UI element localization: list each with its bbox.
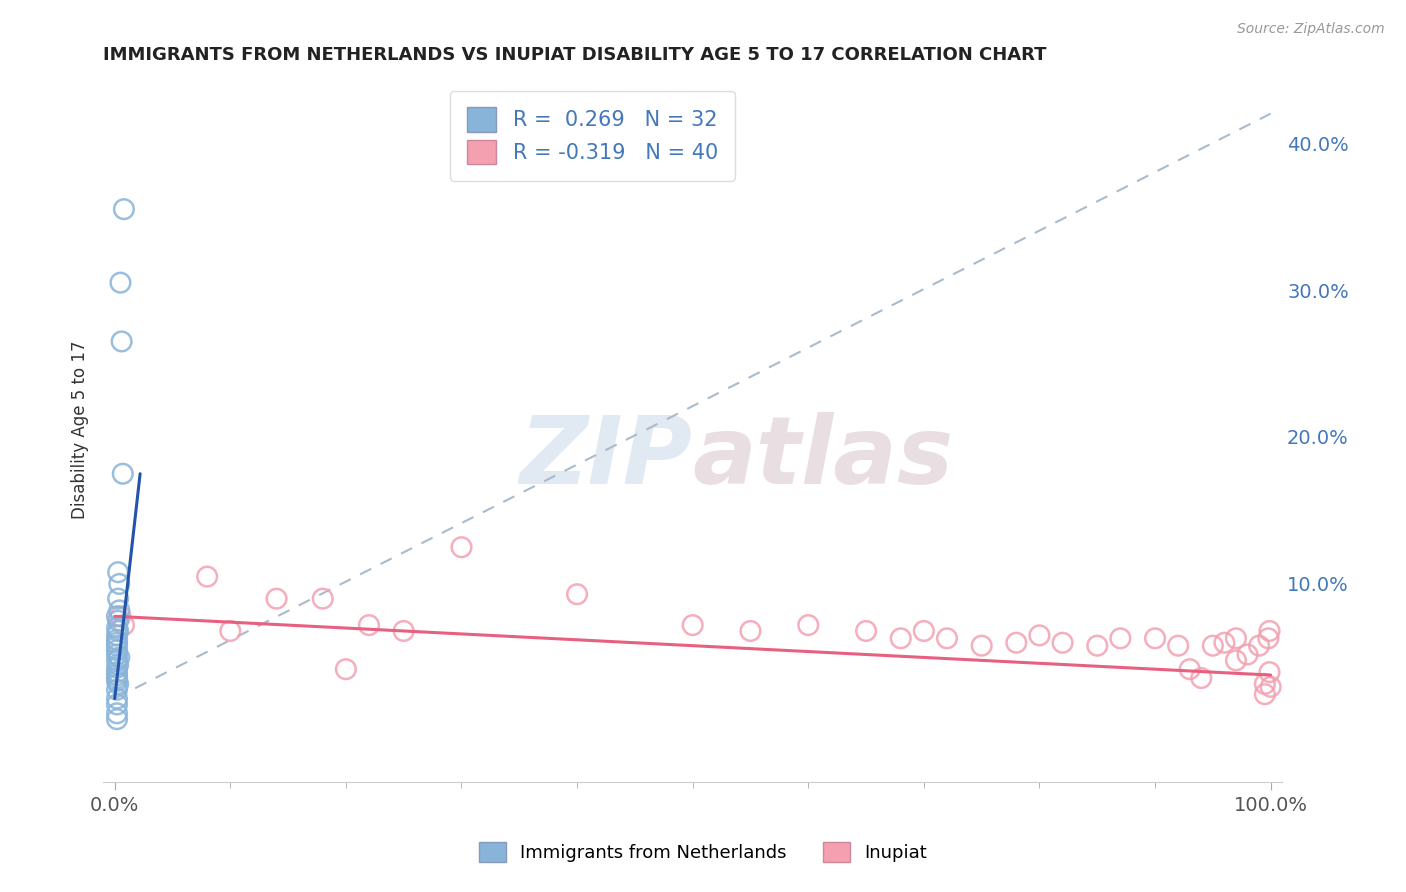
Point <box>936 632 959 646</box>
Point <box>970 639 993 653</box>
Point <box>107 565 129 579</box>
Point <box>392 624 415 638</box>
Point <box>105 712 128 726</box>
Point <box>110 609 132 624</box>
Legend: Immigrants from Netherlands, Inupiat: Immigrants from Netherlands, Inupiat <box>471 834 935 870</box>
Point <box>107 614 129 628</box>
Point <box>105 632 128 647</box>
Point <box>219 624 242 638</box>
Point <box>912 624 935 638</box>
Point <box>105 698 128 712</box>
Point <box>1254 687 1277 701</box>
Point <box>1167 639 1189 653</box>
Point <box>1005 636 1028 650</box>
Point <box>335 662 357 676</box>
Point <box>105 682 128 697</box>
Point <box>110 276 132 290</box>
Legend: R =  0.269   N = 32, R = -0.319   N = 40: R = 0.269 N = 32, R = -0.319 N = 40 <box>450 91 735 180</box>
Point <box>107 677 129 691</box>
Point <box>1260 680 1282 694</box>
Point <box>111 467 134 481</box>
Point <box>1249 639 1271 653</box>
Point <box>1225 653 1247 667</box>
Point <box>1109 632 1132 646</box>
Point <box>1202 639 1225 653</box>
Point <box>740 624 762 638</box>
Point <box>195 569 218 583</box>
Point <box>105 639 128 653</box>
Point <box>105 665 128 680</box>
Point <box>105 661 128 675</box>
Point <box>1052 636 1074 650</box>
Point <box>108 603 131 617</box>
Point <box>1189 671 1212 685</box>
Point <box>1085 639 1108 653</box>
Point <box>105 628 128 642</box>
Point <box>266 591 288 606</box>
Point <box>105 609 128 624</box>
Point <box>108 650 131 665</box>
Point <box>1225 632 1247 646</box>
Point <box>105 643 128 657</box>
Point <box>1178 662 1201 676</box>
Point <box>105 648 128 662</box>
Point <box>107 591 129 606</box>
Point <box>107 624 129 638</box>
Point <box>1258 665 1281 680</box>
Point <box>1257 632 1279 646</box>
Point <box>112 202 135 216</box>
Point <box>682 618 704 632</box>
Text: atlas: atlas <box>693 412 953 504</box>
Point <box>1236 648 1258 662</box>
Point <box>105 706 128 721</box>
Point <box>1213 636 1236 650</box>
Point <box>312 591 335 606</box>
Point <box>105 653 128 667</box>
Point <box>1028 628 1050 642</box>
Point <box>1144 632 1167 646</box>
Point <box>107 657 129 672</box>
Point <box>450 540 472 554</box>
Point <box>105 668 128 682</box>
Point <box>890 632 912 646</box>
Text: Source: ZipAtlas.com: Source: ZipAtlas.com <box>1237 22 1385 37</box>
Text: ZIP: ZIP <box>520 412 693 504</box>
Point <box>111 334 134 349</box>
Point <box>112 618 135 632</box>
Point <box>1258 624 1281 638</box>
Point <box>357 618 380 632</box>
Point <box>105 636 128 650</box>
Point <box>565 587 588 601</box>
Point <box>105 621 128 635</box>
Point <box>1254 677 1277 691</box>
Point <box>105 671 128 685</box>
Text: IMMIGRANTS FROM NETHERLANDS VS INUPIAT DISABILITY AGE 5 TO 17 CORRELATION CHART: IMMIGRANTS FROM NETHERLANDS VS INUPIAT D… <box>103 46 1046 64</box>
Point <box>105 691 128 706</box>
Point <box>105 673 128 688</box>
Point <box>108 577 131 591</box>
Y-axis label: Disability Age 5 to 17: Disability Age 5 to 17 <box>72 341 89 519</box>
Point <box>855 624 877 638</box>
Point <box>797 618 820 632</box>
